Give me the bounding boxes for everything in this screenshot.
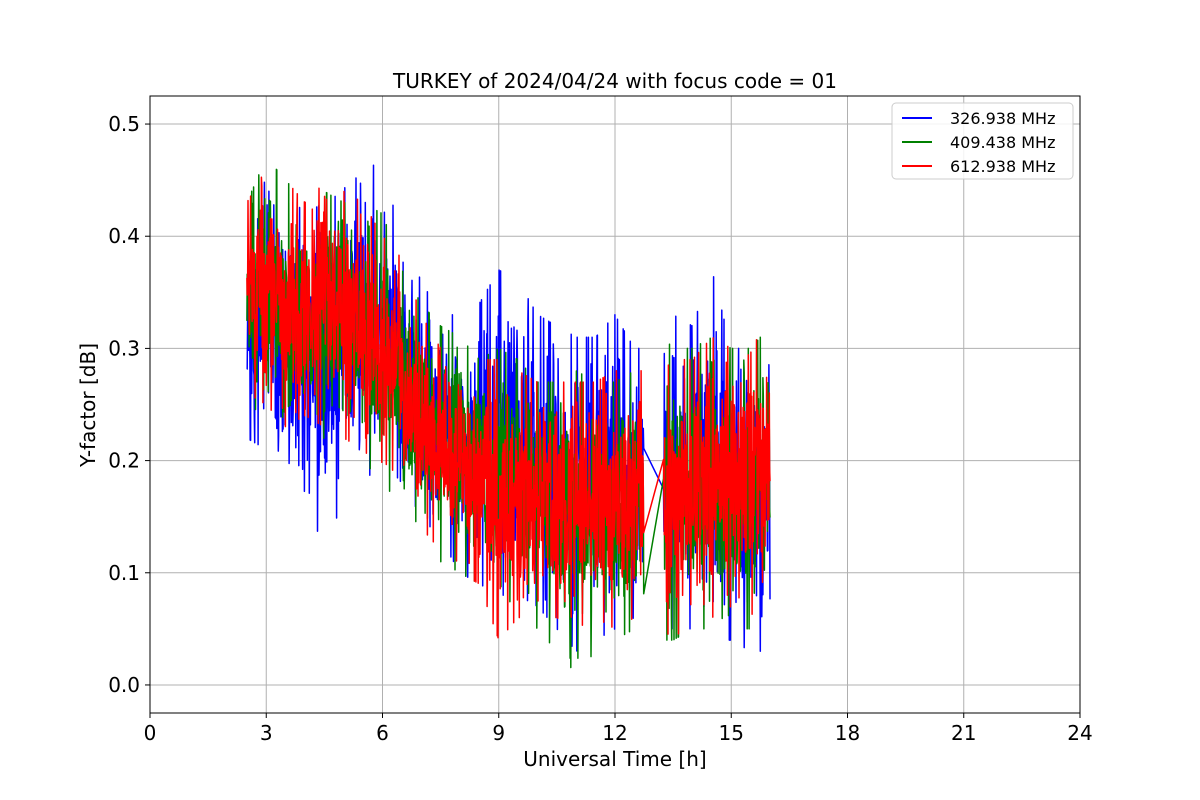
legend-box: [891, 102, 1074, 180]
x-tick-label: 18: [835, 721, 860, 745]
y-axis: 0.0 0.1 0.2 0.3 0.4 0.5: [108, 112, 150, 697]
legend: 326.938 MHz 409.438 MHz 612.938 MHz: [891, 102, 1074, 180]
x-tick-label: 12: [602, 721, 627, 745]
x-axis: 0 3 6 9 12 15 18 21 24: [144, 713, 1093, 745]
x-tick-label: 3: [260, 721, 273, 745]
x-tick-label: 21: [951, 721, 976, 745]
series-layer: [246, 164, 771, 669]
legend-label: 409.438 MHz: [950, 133, 1055, 152]
y-tick-label: 0.5: [108, 112, 140, 136]
y-tick-label: 0.3: [108, 336, 140, 360]
chart-title: TURKEY of 2024/04/24 with focus code = 0…: [392, 69, 837, 93]
x-tick-label: 24: [1067, 721, 1092, 745]
y-tick-label: 0.4: [108, 224, 140, 248]
y-tick-label: 0.1: [108, 561, 140, 585]
x-axis-label: Universal Time [h]: [523, 747, 706, 771]
x-tick-label: 9: [492, 721, 505, 745]
y-axis-label: Y-factor [dB]: [76, 343, 100, 468]
x-tick-label: 0: [144, 721, 157, 745]
y-tick-label: 0.2: [108, 449, 140, 473]
y-tick-label: 0.0: [108, 673, 140, 697]
x-tick-label: 15: [719, 721, 744, 745]
legend-label: 612.938 MHz: [950, 157, 1055, 176]
series-line: [246, 176, 771, 639]
legend-label: 326.938 MHz: [950, 109, 1055, 128]
x-tick-label: 6: [376, 721, 389, 745]
